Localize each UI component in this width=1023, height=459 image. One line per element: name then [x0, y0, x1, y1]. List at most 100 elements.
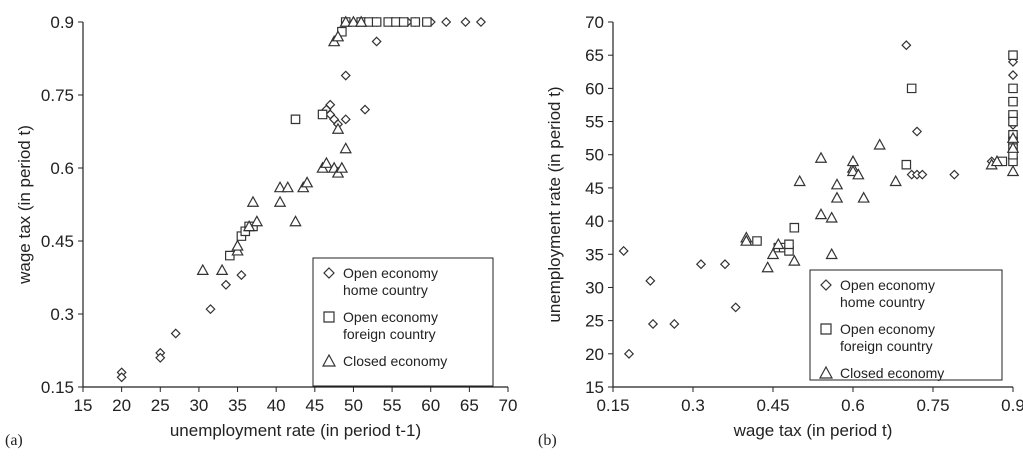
data-point-square: [1008, 83, 1018, 94]
x-tick-label: 45: [305, 396, 324, 415]
data-point-diamond: [116, 372, 127, 383]
legend-label: home country: [343, 282, 428, 298]
data-point-square: [752, 236, 762, 246]
data-point-diamond: [220, 279, 232, 290]
data-point-triangle: [889, 174, 902, 187]
data-point-triangle: [846, 154, 860, 167]
data-point-diamond: [647, 318, 659, 330]
data-point-square: [422, 17, 432, 27]
data-point-diamond: [170, 328, 181, 339]
legend-box: [809, 269, 1003, 381]
data-point-triangle: [354, 15, 368, 27]
data-point-triangle: [1006, 141, 1020, 153]
data-point-diamond: [475, 16, 487, 28]
data-point-diamond: [155, 352, 166, 363]
x-tick-label: 0.3: [681, 396, 705, 415]
y-axis-label: unemployment rate (in period t): [545, 86, 564, 322]
data-point-square: [317, 109, 328, 120]
data-point-square: [410, 17, 421, 27]
data-point-triangle: [347, 15, 360, 27]
legend-label: foreign country: [343, 326, 436, 342]
data-point-triangle: [331, 122, 345, 134]
x-tick-label: 40: [267, 396, 286, 415]
x-axis-label: unemployment rate (in period t-1): [170, 421, 421, 440]
y-tick-label: 20: [585, 345, 604, 364]
legend-marker-square: [820, 323, 832, 335]
x-tick-label: 15: [74, 396, 93, 415]
data-point-triangle: [331, 30, 345, 42]
data-point-diamond: [901, 40, 912, 51]
data-point-triangle: [339, 15, 352, 27]
y-tick-label: 0.3: [50, 305, 74, 324]
legend-label: foreign country: [840, 338, 933, 354]
x-axis-label: wage tax (in period t): [733, 421, 893, 440]
data-point-diamond: [917, 169, 928, 180]
data-point-triangle: [740, 234, 753, 246]
legend-label: Open economy: [840, 321, 935, 337]
data-point-square: [1008, 116, 1018, 127]
data-point-triangle: [289, 215, 302, 227]
y-tick-label: 0.75: [41, 86, 74, 105]
data-point-triangle: [1006, 164, 1020, 177]
data-point-diamond: [359, 104, 371, 115]
data-point-square: [789, 222, 800, 233]
data-point-triangle: [761, 261, 774, 273]
legend-marker-square: [323, 311, 335, 323]
data-point-square: [225, 250, 235, 261]
data-point-diamond: [618, 245, 629, 257]
data-point-diamond: [460, 16, 471, 28]
y-tick-label: 30: [585, 278, 604, 297]
data-point-diamond: [695, 259, 707, 270]
x-tick-label: 55: [383, 396, 402, 415]
data-point-triangle: [852, 168, 865, 180]
legend-label: home country: [840, 294, 925, 310]
data-point-triangle: [814, 151, 828, 163]
x-tick-label: 50: [344, 396, 363, 415]
y-axis-label: wage tax (in period t): [15, 125, 34, 285]
panel-label: (a): [5, 432, 23, 449]
data-point-triangle: [320, 156, 333, 168]
data-point-diamond: [669, 318, 680, 330]
x-tick-label: 0.9: [1001, 396, 1023, 415]
data-point-diamond: [441, 16, 452, 28]
data-point-triangle: [273, 181, 287, 193]
y-tick-label: 0.6: [50, 159, 74, 178]
y-tick-label: 45: [585, 179, 604, 198]
x-tick-label: 70: [499, 396, 518, 415]
x-tick-label: 65: [460, 396, 479, 415]
data-point-triangle: [300, 176, 314, 188]
data-point-diamond: [340, 114, 351, 125]
data-point-square: [1008, 50, 1018, 60]
x-tick-label: 0.45: [756, 396, 789, 415]
data-point-diamond: [340, 70, 351, 81]
legend-box: [312, 257, 494, 387]
legend-marker-diamond: [820, 279, 832, 291]
data-point-square: [906, 83, 917, 94]
data-point-triangle: [246, 195, 260, 207]
legend-label: Open economy: [343, 309, 438, 325]
y-tick-label: 25: [585, 312, 604, 331]
y-tick-label: 0.9: [50, 13, 74, 32]
legend-marker-triangle: [321, 353, 337, 367]
data-point-triangle: [1006, 131, 1020, 143]
legend-label: Open economy: [840, 277, 935, 293]
y-tick-label: 15: [585, 378, 604, 397]
data-point-diamond: [325, 99, 336, 110]
y-tick-label: 0.45: [41, 232, 74, 251]
data-point-diamond: [911, 126, 923, 137]
data-point-square: [784, 239, 794, 250]
y-tick-label: 0.15: [41, 378, 74, 397]
data-point-triangle: [196, 263, 209, 275]
data-point-triangle: [814, 208, 828, 220]
data-point-diamond: [730, 302, 741, 313]
data-point-diamond: [371, 36, 382, 47]
legend-label: Closed economy: [343, 353, 447, 369]
y-tick-label: 50: [585, 146, 604, 165]
data-point-diamond: [719, 259, 731, 270]
data-point-square: [398, 17, 409, 27]
data-point-square: [290, 114, 301, 125]
chart-panel-1: 15 20 25 30 35 40 45 50 55 60 65 70 0.15 0.3 0.45 0.6 0.…: [5, 13, 517, 449]
data-point-triangle: [766, 247, 780, 260]
